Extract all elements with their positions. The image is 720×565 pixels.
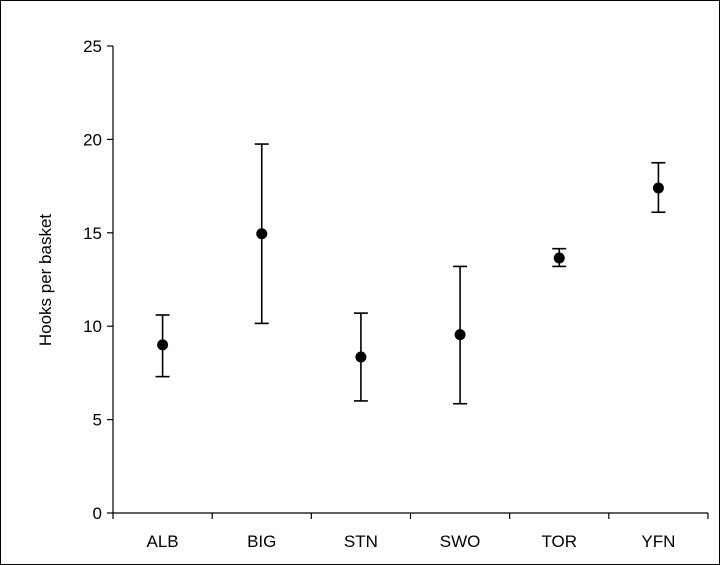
x-tick-label-big: BIG <box>247 532 276 551</box>
y-tick-label: 0 <box>93 504 102 523</box>
x-tick-label-stn: STN <box>344 532 378 551</box>
data-point-stn <box>355 351 367 363</box>
y-ticks: 0 5 10 15 20 25 <box>83 37 113 523</box>
data-point-swo <box>454 329 466 341</box>
y-tick-label: 20 <box>83 130 102 149</box>
data-point-yfn <box>652 182 664 194</box>
x-ticks: ALB BIG STN SWO TOR YFN <box>112 513 709 551</box>
y-tick-label: 5 <box>93 411 102 430</box>
x-tick-label-yfn: YFN <box>641 532 675 551</box>
y-tick-label: 10 <box>83 317 102 336</box>
x-tick-label-alb: ALB <box>147 532 179 551</box>
data-point-tor <box>553 252 565 264</box>
data-marks <box>155 143 666 405</box>
y-tick-label: 25 <box>83 37 102 56</box>
data-point-alb <box>157 339 169 351</box>
x-tick-label-swo: SWO <box>440 532 481 551</box>
y-axis-title: Hooks per basket <box>36 214 55 347</box>
x-tick-label-tor: TOR <box>541 532 577 551</box>
data-point-big <box>256 228 268 240</box>
y-tick-label: 15 <box>83 224 102 243</box>
